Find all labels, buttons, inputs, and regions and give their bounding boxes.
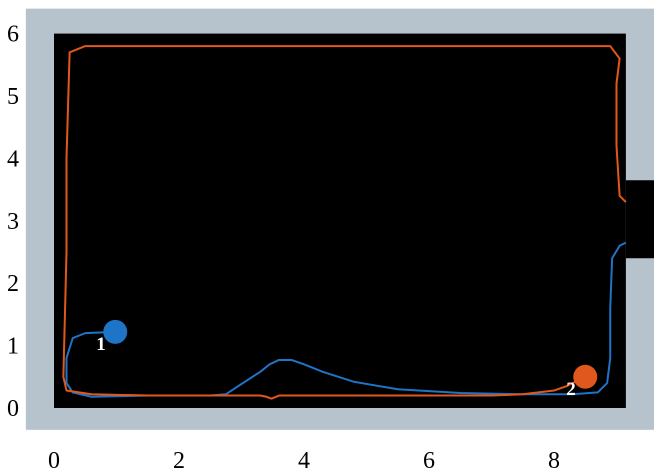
agent-marker-1 <box>103 319 128 344</box>
y-tick-label: 5 <box>7 84 19 110</box>
agent-label-2: 2 <box>566 379 576 400</box>
x-axis-ticks: 0 2 4 6 8 <box>48 448 560 474</box>
agent-marker-2 <box>573 364 598 389</box>
y-tick-label: 2 <box>7 271 19 297</box>
y-axis-ticks: 0 1 2 3 4 5 6 <box>7 22 19 422</box>
trajectory-series <box>62 45 627 400</box>
y-tick-label: 3 <box>7 209 19 235</box>
y-tick-label: 0 <box>7 396 19 422</box>
y-tick-label: 6 <box>7 22 19 48</box>
x-tick-label: 0 <box>48 448 60 474</box>
x-tick-label: 6 <box>423 448 435 474</box>
agent-label-1: 1 <box>96 334 106 355</box>
x-tick-label: 2 <box>173 448 185 474</box>
agent-markers: 12 <box>96 319 598 400</box>
arena-doorway <box>625 180 654 259</box>
trajectory-line-agent-2 <box>62 45 627 400</box>
y-tick-label: 4 <box>7 146 19 172</box>
x-tick-label: 8 <box>548 448 560 474</box>
arena-floor <box>54 33 626 408</box>
x-tick-label: 4 <box>298 448 310 474</box>
y-tick-label: 1 <box>7 334 19 360</box>
